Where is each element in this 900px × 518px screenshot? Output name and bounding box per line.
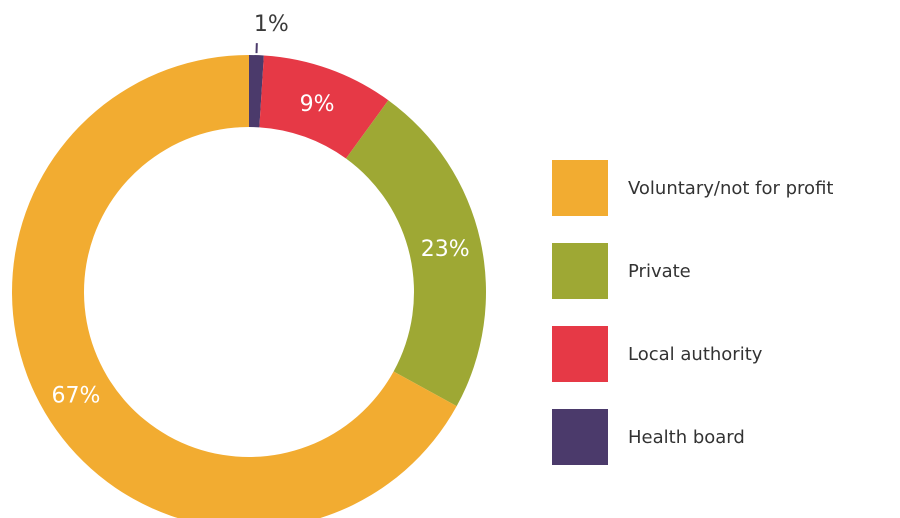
legend-label-voluntary: Voluntary/not for profit (628, 177, 834, 199)
legend: Voluntary/not for profit Private Local a… (552, 160, 892, 492)
legend-swatch-private (552, 243, 608, 299)
slice-label-health-board: 1% (254, 12, 289, 37)
donut-chart: 1% 9% 23% 67% (12, 12, 486, 518)
legend-swatch-health-board (552, 409, 608, 465)
slice-voluntary-not-for-profit (12, 55, 457, 518)
legend-swatch-local-authority (552, 326, 608, 382)
slice-health-board (249, 55, 264, 128)
legend-label-health-board: Health board (628, 426, 745, 448)
legend-item-private: Private (552, 243, 892, 299)
legend-item-health-board: Health board (552, 409, 892, 465)
slice-label-local-authority: 9% (300, 92, 335, 117)
legend-label-local-authority: Local authority (628, 343, 763, 365)
slice-label-private: 23% (421, 237, 470, 262)
legend-item-voluntary: Voluntary/not for profit (552, 160, 892, 216)
slice-private (345, 100, 486, 407)
legend-label-private: Private (628, 260, 691, 282)
legend-swatch-voluntary (552, 160, 608, 216)
slice-local-authority (259, 55, 389, 159)
legend-item-local-authority: Local authority (552, 326, 892, 382)
slice-label-voluntary-not-for-profit: 67% (52, 383, 101, 408)
